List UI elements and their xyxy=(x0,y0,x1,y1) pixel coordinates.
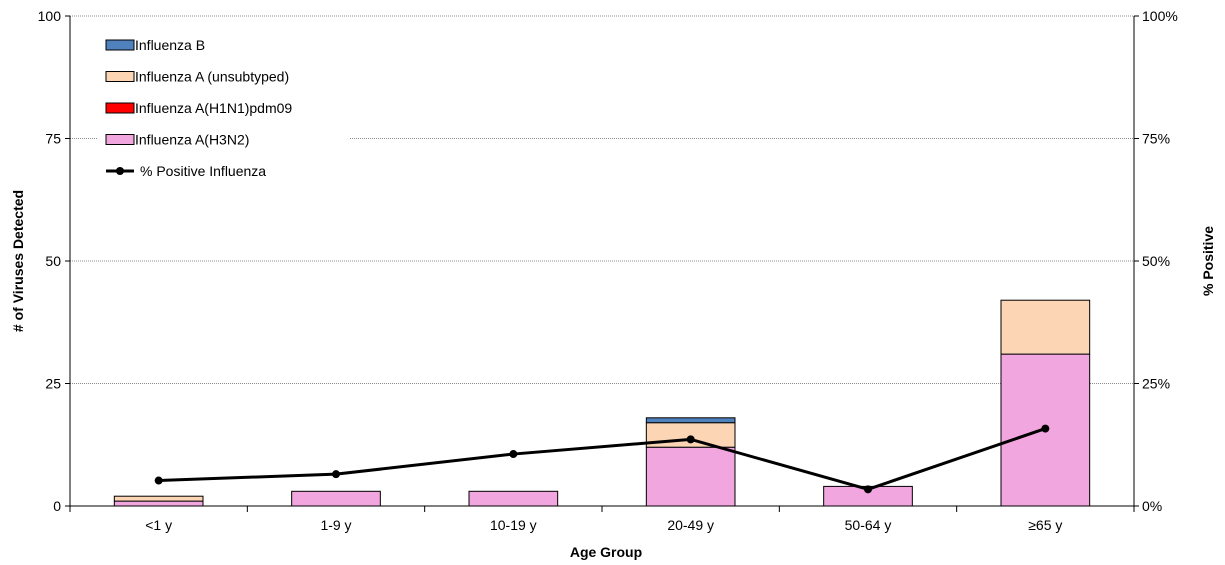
x-tick-label: <1 y xyxy=(145,517,172,533)
bar-segment xyxy=(645,422,736,448)
bars xyxy=(113,299,1091,507)
bar-segment xyxy=(291,490,381,507)
y-axis-left-title: # of Viruses Detected xyxy=(10,190,26,332)
y-left-tick-label: 75 xyxy=(45,131,61,147)
legend-background xyxy=(97,30,349,190)
y-right-tick-label: 75% xyxy=(1142,131,1170,147)
legend-label: % Positive Influenza xyxy=(140,163,266,179)
percent-positive-point xyxy=(509,450,518,459)
y-left-tick-label: 100 xyxy=(38,8,62,24)
y-left-tick-label: 50 xyxy=(45,253,61,269)
legend: Influenza B Influenza A (unsubtyped) Influ… xyxy=(97,30,349,190)
percent-positive-point xyxy=(864,485,872,494)
gridlines xyxy=(70,15,1134,384)
legend-line-marker xyxy=(116,167,124,175)
y-right-tick-label: 0% xyxy=(1142,498,1162,514)
y-axis-left-ticks: 0 25 50 75 100 xyxy=(38,8,62,514)
bar-segment xyxy=(113,500,204,507)
bar-segment xyxy=(645,417,736,424)
percent-positive-line-path xyxy=(158,427,1046,491)
percent-positive-point xyxy=(154,476,163,485)
legend-label: Influenza A(H1N1)pdm09 xyxy=(135,100,292,116)
legend-swatch xyxy=(105,102,135,114)
x-tick-label: ≥65 y xyxy=(1028,517,1062,533)
x-axis-title: Age Group xyxy=(570,544,642,560)
x-tick-label: 20-49 y xyxy=(667,517,714,533)
y-right-tick-label: 100% xyxy=(1142,8,1178,24)
bar-segment xyxy=(1000,299,1091,355)
y-right-tick-label: 25% xyxy=(1142,376,1170,392)
y-left-tick-label: 25 xyxy=(45,376,61,392)
legend-label: Influenza B xyxy=(135,37,205,53)
y-right-tick-label: 50% xyxy=(1142,253,1170,269)
bar-segment xyxy=(468,490,559,507)
bar-segment xyxy=(645,446,736,507)
x-tick-label: 50-64 y xyxy=(845,517,892,533)
x-tick-label: 1-9 y xyxy=(320,517,351,533)
percent-positive-point xyxy=(1041,424,1050,433)
percent-positive-point xyxy=(332,470,340,479)
legend-swatch xyxy=(105,39,135,51)
legend-swatch xyxy=(105,71,135,82)
x-axis-ticks: <1 y 1-9 y 10-19 y 20-49 y 50-64 y ≥65 y xyxy=(145,517,1062,533)
y-axis-right-title: % Positive xyxy=(1200,226,1216,296)
x-tick-label: 10-19 y xyxy=(490,517,537,533)
legend-label: Influenza A(H3N2) xyxy=(135,132,249,148)
percent-positive-point xyxy=(686,435,695,444)
legend-swatch xyxy=(105,134,135,145)
y-left-tick-label: 0 xyxy=(53,498,61,514)
axes xyxy=(65,15,1139,512)
bar-segment xyxy=(113,495,204,502)
percent-positive-line xyxy=(154,424,1050,494)
y-axis-right-ticks: 0% 25% 50% 75% 100% xyxy=(1142,8,1178,514)
legend-label: Influenza A (unsubtyped) xyxy=(135,69,289,85)
